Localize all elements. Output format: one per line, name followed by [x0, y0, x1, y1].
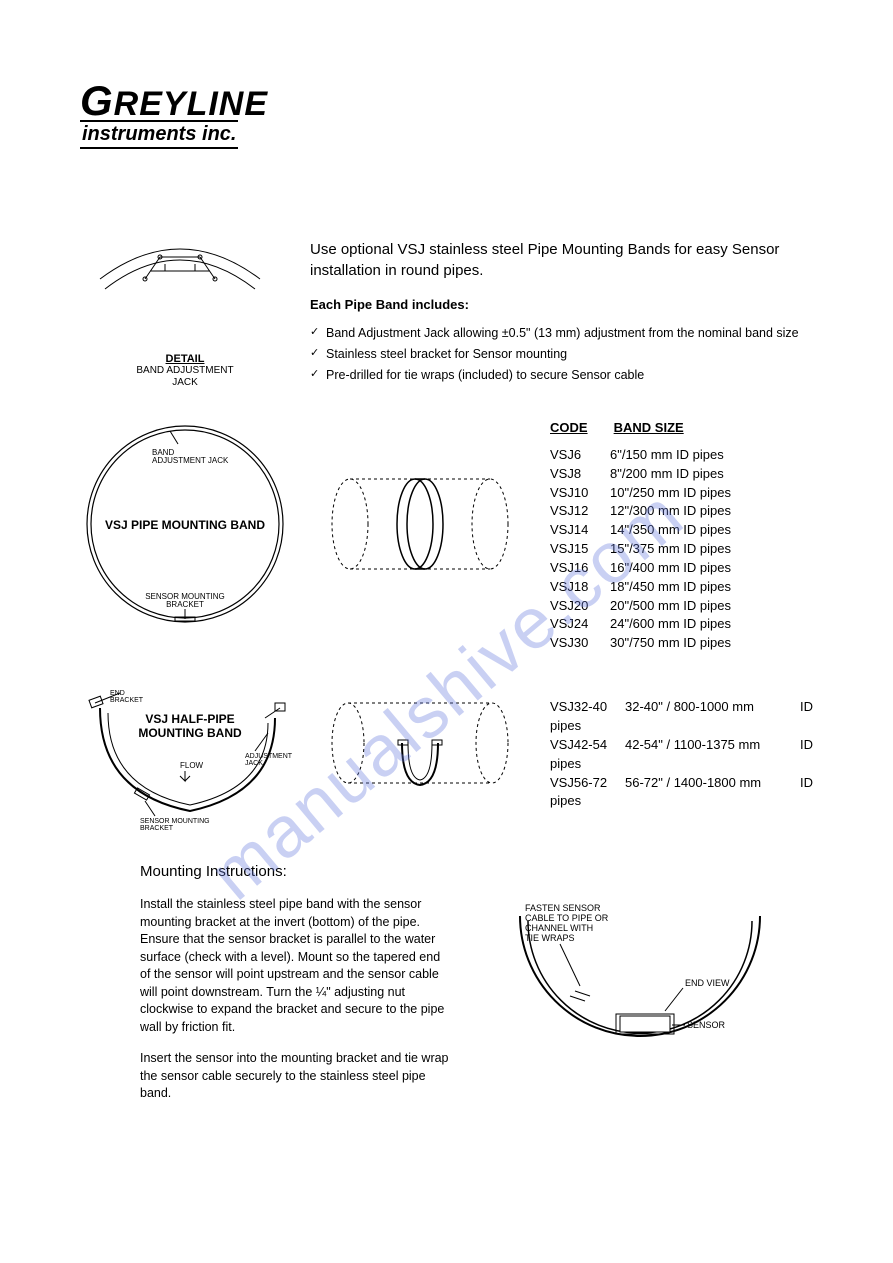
section-1-title: Use optional VSJ stainless steel Pipe Mo…	[310, 239, 833, 281]
section-1-text: Use optional VSJ stainless steel Pipe Mo…	[310, 239, 833, 386]
svg-text:JACK: JACK	[245, 760, 263, 767]
section-2: BAND ADJUSTMENT JACK VSJ PIPE MOUNTING B…	[80, 419, 833, 653]
logo-bottom: instruments inc.	[80, 120, 238, 149]
code-table: CODE BAND SIZE VSJ66"/150 mm ID pipes VS…	[540, 419, 833, 653]
instructions-text: Install the stainless steel pipe band wi…	[140, 896, 450, 1117]
code-row: VSJ1616"/400 mm ID pipes	[550, 559, 833, 578]
svg-text:BRACKET: BRACKET	[140, 825, 174, 832]
header-code: CODE	[550, 419, 610, 438]
svg-text:SENSOR: SENSOR	[687, 1020, 726, 1030]
code-row: VSJ42-5442-54" / 1100-1375 mmID pipes	[550, 736, 833, 774]
svg-text:CABLE TO PIPE OR: CABLE TO PIPE OR	[525, 913, 609, 923]
detail-title: DETAIL	[80, 353, 290, 365]
bullet-item: Band Adjustment Jack allowing ±0.5" (13 …	[310, 324, 833, 343]
svg-text:SENSOR MOUNTING: SENSOR MOUNTING	[140, 818, 210, 825]
svg-text:VSJ HALF-PIPE: VSJ HALF-PIPE	[145, 712, 234, 726]
header-size: BAND SIZE	[614, 420, 684, 435]
code-row: VSJ1818"/450 mm ID pipes	[550, 578, 833, 597]
section-1-subtitle: Each Pipe Band includes:	[310, 297, 833, 312]
bullet-item: Stainless steel bracket for Sensor mount…	[310, 345, 833, 364]
half-pipe-code-table: VSJ32-4032-40" / 800-1000 mmID pipes VSJ…	[540, 683, 833, 811]
instructions-para-2: Insert the sensor into the mounting brac…	[140, 1050, 450, 1103]
detail-diagram-block: DETAIL BAND ADJUSTMENT JACK	[80, 239, 290, 389]
company-logo: GREYLINE instruments inc.	[80, 80, 833, 149]
svg-text:TIE WRAPS: TIE WRAPS	[525, 933, 575, 943]
full-band-circle-diagram: BAND ADJUSTMENT JACK VSJ PIPE MOUNTING B…	[80, 419, 300, 629]
code-row: VSJ1515"/375 mm ID pipes	[550, 540, 833, 559]
svg-text:FLOW: FLOW	[180, 761, 204, 770]
svg-text:ADJUSTMENT JACK: ADJUSTMENT JACK	[152, 456, 229, 465]
section-3: END BRACKET VSJ HALF-PIPE MOUNTING BAND …	[80, 683, 833, 833]
code-row: VSJ1414"/350 mm ID pipes	[550, 521, 833, 540]
svg-text:CHANNEL WITH: CHANNEL WITH	[525, 923, 593, 933]
end-view-diagram: FASTEN SENSOR CABLE TO PIPE OR CHANNEL W…	[490, 896, 833, 1076]
svg-text:ADJUSTMENT: ADJUSTMENT	[245, 753, 293, 760]
svg-text:BRACKET: BRACKET	[110, 697, 144, 704]
code-row: VSJ32-4032-40" / 800-1000 mmID pipes	[550, 698, 833, 736]
code-row: VSJ3030"/750 mm ID pipes	[550, 634, 833, 653]
svg-text:MOUNTING BAND: MOUNTING BAND	[138, 726, 242, 740]
code-row: VSJ88"/200 mm ID pipes	[550, 465, 833, 484]
detail-subtitle: BAND ADJUSTMENT JACK	[80, 365, 290, 389]
bullet-list: Band Adjustment Jack allowing ±0.5" (13 …	[310, 324, 833, 384]
logo-rest: REYLINE	[114, 85, 268, 123]
section-1: DETAIL BAND ADJUSTMENT JACK Use optional…	[80, 239, 833, 389]
code-row: VSJ2020"/500 mm ID pipes	[550, 597, 833, 616]
half-pipe-cylinder-diagram	[320, 683, 520, 803]
svg-text:END: END	[110, 690, 125, 697]
document-page: manualshive.com GREYLINE instruments inc…	[0, 0, 893, 1263]
circle-main-label: VSJ PIPE MOUNTING BAND	[105, 518, 265, 532]
band-adjustment-jack-diagram	[80, 239, 280, 349]
code-row: VSJ1010"/250 mm ID pipes	[550, 484, 833, 503]
code-row: VSJ2424"/600 mm ID pipes	[550, 615, 833, 634]
svg-text:BRACKET: BRACKET	[166, 600, 204, 609]
svg-text:END VIEW: END VIEW	[685, 978, 730, 988]
logo-top: GREYLINE	[80, 80, 833, 122]
code-row: VSJ1212"/300 mm ID pipes	[550, 502, 833, 521]
pipe-band-diagram	[320, 419, 520, 584]
instructions-para-1: Install the stainless steel pipe band wi…	[140, 896, 450, 1036]
bullet-item: Pre-drilled for tie wraps (included) to …	[310, 366, 833, 385]
code-row: VSJ56-7256-72" / 1400-1800 mmID pipes	[550, 774, 833, 812]
code-row: VSJ66"/150 mm ID pipes	[550, 446, 833, 465]
logo-g: G	[80, 77, 114, 124]
svg-text:FASTEN SENSOR: FASTEN SENSOR	[525, 903, 601, 913]
half-pipe-diagram: END BRACKET VSJ HALF-PIPE MOUNTING BAND …	[80, 683, 300, 833]
section-4: Mounting Instructions: Install the stain…	[80, 863, 833, 1117]
mounting-instructions-title: Mounting Instructions:	[140, 863, 833, 880]
